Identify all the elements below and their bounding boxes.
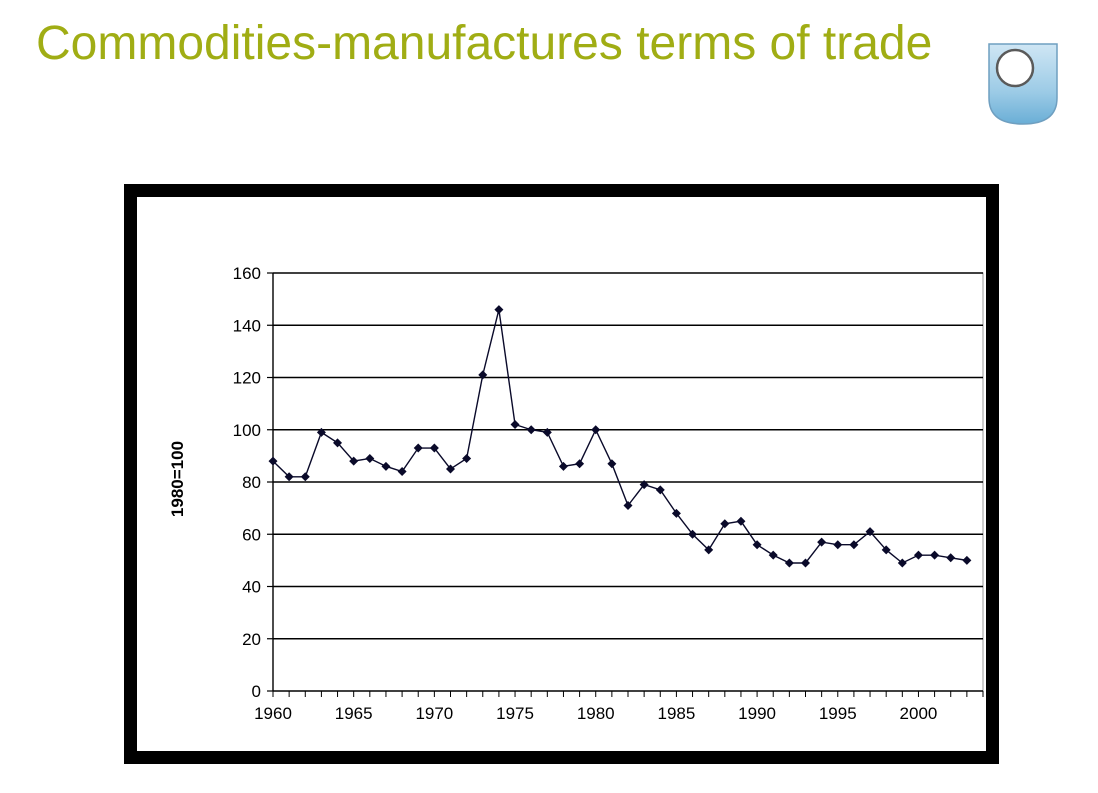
data-point <box>413 443 423 453</box>
data-point <box>752 540 762 550</box>
x-tick-label: 1990 <box>738 704 776 723</box>
x-tick-label: 1975 <box>496 704 534 723</box>
chart-area: 0 20 40 60 80 100 120 140 160 1960 1965 1970 1975 19… <box>137 197 986 751</box>
series-line <box>272 309 967 564</box>
data-point <box>397 467 407 477</box>
data-point <box>333 438 343 448</box>
data-point <box>768 550 778 560</box>
data-point <box>639 480 649 490</box>
data-point <box>316 427 326 437</box>
data-point <box>575 459 585 469</box>
x-tick-label: 1965 <box>335 704 373 723</box>
x-tick-label: 1970 <box>415 704 453 723</box>
x-tick-label: 2000 <box>900 704 938 723</box>
data-point <box>623 501 633 511</box>
data-point <box>591 425 601 435</box>
data-point <box>462 453 472 463</box>
x-tick-label: 1985 <box>657 704 695 723</box>
x-tick-label: 1960 <box>254 704 292 723</box>
series-markers <box>268 305 972 568</box>
y-tick-label: 100 <box>233 421 261 440</box>
x-tick-labels: 1960 1965 1970 1975 1980 1985 1990 1995 2000 <box>254 704 937 723</box>
y-tick-label: 40 <box>242 578 261 597</box>
y-tick-label: 20 <box>242 630 261 649</box>
data-point <box>558 461 568 471</box>
data-point <box>817 537 827 547</box>
data-point <box>655 485 665 495</box>
y-axis-label: 1980=100 <box>168 441 187 517</box>
y-tick-labels: 0 20 40 60 80 100 120 140 160 <box>233 264 261 701</box>
y-tick-label: 80 <box>242 473 261 492</box>
data-point <box>897 558 907 568</box>
data-point <box>784 558 794 568</box>
x-tick-label: 1980 <box>577 704 615 723</box>
chart-frame: 0 20 40 60 80 100 120 140 160 1960 1965 1970 1975 19… <box>124 184 999 764</box>
data-point <box>946 553 956 563</box>
data-point <box>478 370 488 380</box>
data-point <box>510 420 520 430</box>
data-point <box>849 540 859 550</box>
y-tick-label: 60 <box>242 525 261 544</box>
data-point <box>671 508 681 518</box>
gridlines <box>272 272 984 692</box>
data-point <box>736 516 746 526</box>
x-tick-label: 1995 <box>819 704 857 723</box>
data-point <box>268 456 278 466</box>
data-point <box>930 550 940 560</box>
data-point <box>962 555 972 565</box>
data-point <box>704 545 714 555</box>
data-point <box>349 456 359 466</box>
data-point <box>720 519 730 529</box>
data-point <box>494 305 504 315</box>
data-point <box>300 472 310 482</box>
data-point <box>381 461 391 471</box>
open-university-logo-icon <box>985 40 1061 128</box>
y-tick-label: 160 <box>233 264 261 283</box>
data-point <box>688 529 698 539</box>
data-point <box>913 550 923 560</box>
slide-title: Commodities-manufactures terms of trade <box>36 17 933 70</box>
data-point <box>284 472 294 482</box>
y-tick-label: 0 <box>252 682 261 701</box>
data-point <box>429 443 439 453</box>
data-point <box>881 545 891 555</box>
data-point <box>365 453 375 463</box>
data-point <box>801 558 810 568</box>
data-point <box>526 425 536 435</box>
series-line-path <box>272 309 967 564</box>
y-tick-label: 120 <box>233 369 261 388</box>
data-point <box>833 540 843 550</box>
axes <box>267 272 984 697</box>
y-tick-label: 140 <box>233 316 261 335</box>
data-point <box>865 527 875 537</box>
data-point <box>542 427 552 437</box>
data-point <box>607 459 617 469</box>
data-point <box>446 464 455 474</box>
